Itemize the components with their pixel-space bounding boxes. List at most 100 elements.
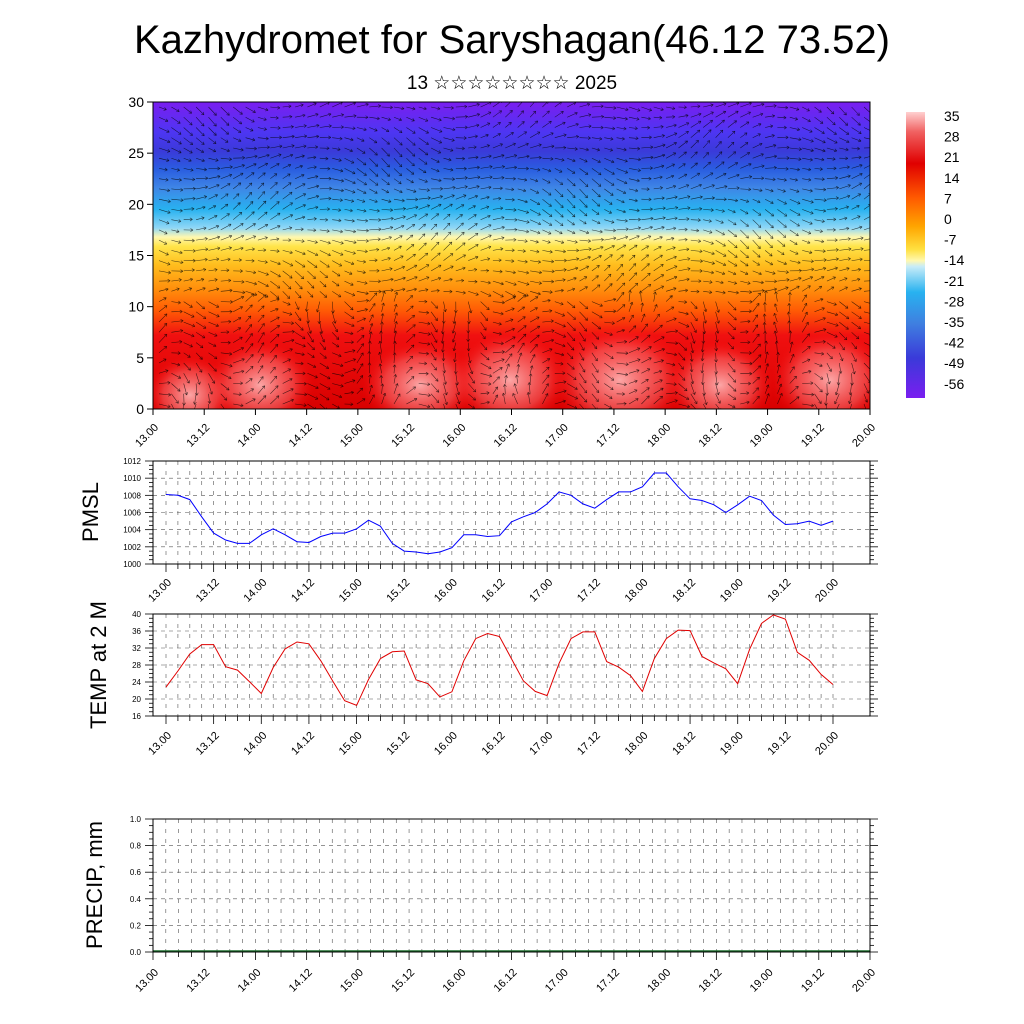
chart-subtitle: 13 ☆☆☆☆☆☆☆☆ 2025: [406, 73, 618, 94]
cross-section-y-tick-label: 20: [128, 196, 144, 212]
precip-x-tick-label: 19.00: [748, 967, 776, 995]
temp-x-tick-label: 13.12: [194, 730, 222, 758]
pmsl-x-tick-label: 14.12: [289, 577, 317, 605]
colorbar-label: -21: [944, 273, 964, 289]
pmsl-y-label: PMSL: [78, 482, 103, 542]
pmsl-x-tick-label: 17.12: [575, 577, 603, 605]
temp-x-tick-label: 14.00: [241, 730, 269, 758]
temp-x-tick-label: 15.12: [384, 730, 412, 758]
temp-y-tick-label: 28: [132, 661, 141, 670]
pmsl-y-tick-label: 1004: [123, 526, 141, 535]
pmsl-grid: [153, 460, 870, 565]
colorbar-label: -56: [944, 376, 964, 392]
temp-y-tick-label: 16: [132, 712, 141, 721]
pmsl-y-tick-label: 1002: [123, 543, 141, 552]
cross-section-x-tick-label: 17.12: [594, 422, 622, 450]
temp-x-tick-label: 16.12: [480, 730, 508, 758]
colorbar-labels: 35 28 21 14 7 0 -7 -14 -21 -28 -35 -42 -49 -56: [944, 108, 964, 392]
pmsl-y-tick-label: 1006: [123, 509, 141, 518]
temp-x-tick-label: 13.00: [146, 730, 174, 758]
temp-y-tick-label: 36: [132, 627, 141, 636]
cross-section-x-tick-label: 14.12: [287, 422, 315, 450]
cross-section-x-tick-label: 18.12: [697, 422, 725, 450]
precip-x-tick-label: 13.00: [133, 967, 161, 995]
pmsl-y-axis: 1000 1002 1004 1006 1008 1010 1012: [123, 457, 878, 569]
cross-section-panel: 0 5 10 15 20 25 30 13.00 13.12 14.00 14.12 15.00 15…: [128, 94, 878, 450]
cross-section-y-tick-label: 10: [128, 299, 144, 315]
colorbar-label: 7: [944, 190, 952, 206]
pmsl-y-tick-label: 1012: [123, 457, 141, 466]
colorbar-ramp: [906, 112, 925, 398]
wind-vectors: [158, 102, 870, 409]
temp-series-line: [165, 614, 834, 707]
cross-section-x-tick-label: 18.00: [645, 422, 673, 450]
temp-x-tick-label: 17.00: [527, 730, 555, 758]
precip-x-tick-label: 18.12: [697, 967, 725, 995]
colorbar-label: -7: [944, 232, 957, 248]
precip-x-tick-label: 13.12: [184, 967, 212, 995]
colorbar: 35 28 21 14 7 0 -7 -14 -21 -28 -35 -42 -49 -56: [906, 108, 964, 398]
pmsl-y-tick-label: 1008: [123, 491, 141, 500]
pmsl-x-tick-label: 20.00: [813, 577, 841, 605]
colorbar-label: 28: [944, 129, 960, 145]
cross-section-x-tick-label: 19.00: [748, 422, 776, 450]
precip-y-tick-label: 0.8: [130, 842, 142, 851]
temp-x-tick-label: 14.12: [289, 730, 317, 758]
pmsl-x-axis: 13.00 13.12 14.00 14.12 15.00 15.12 16.00 16.12…: [146, 564, 841, 605]
cross-section-y-tick-label: 30: [128, 94, 144, 110]
precip-y-label: PRECIP, mm: [82, 821, 107, 949]
precip-x-tick-label: 18.00: [645, 967, 673, 995]
pmsl-x-tick-label: 13.12: [194, 577, 222, 605]
precip-y-tick-label: 0.4: [130, 895, 142, 904]
cross-section-x-tick-label: 19.12: [799, 422, 827, 450]
precip-y-tick-label: 1.0: [130, 815, 142, 824]
temp-y-tick-label: 32: [132, 644, 141, 653]
pmsl-x-tick-label: 15.00: [337, 577, 365, 605]
chart-title: Kazhydromet for Saryshagan(46.12 73.52): [134, 18, 890, 62]
precip-x-tick-label: 16.12: [492, 967, 520, 995]
pmsl-x-tick-label: 16.00: [432, 577, 460, 605]
colorbar-label: 0: [944, 211, 952, 227]
precip-x-tick-label: 15.00: [338, 967, 366, 995]
cross-section-x-tick-label: 16.00: [440, 422, 468, 450]
precip-x-tick-label: 20.00: [850, 967, 878, 995]
pmsl-x-tick-label: 19.12: [766, 577, 794, 605]
colorbar-label: -42: [944, 335, 964, 351]
cross-section-x-tick-label: 14.00: [236, 422, 264, 450]
colorbar-label: -14: [944, 252, 964, 268]
precip-y-tick-label: 0.0: [130, 948, 142, 957]
precip-x-tick-label: 15.12: [389, 967, 417, 995]
warm-cells: [153, 325, 870, 409]
temp-y-label: TEMP at 2 M: [86, 601, 111, 729]
temp-x-tick-label: 18.12: [670, 730, 698, 758]
cross-section-y-tick-label: 25: [128, 145, 144, 161]
precip-x-tick-label: 19.12: [799, 967, 827, 995]
precip-x-tick-label: 17.12: [594, 967, 622, 995]
pmsl-x-tick-label: 18.12: [670, 577, 698, 605]
temp-x-tick-label: 19.12: [766, 730, 794, 758]
precip-y-tick-label: 0.2: [130, 921, 142, 930]
colorbar-label: 14: [944, 170, 960, 186]
cross-section-x-tick-label: 20.00: [850, 422, 878, 450]
precip-x-tick-label: 14.12: [287, 967, 315, 995]
cross-section-y-tick-label: 0: [136, 401, 144, 417]
precip-y-tick-label: 0.6: [130, 868, 142, 877]
precip-panel: 0.0 0.2 0.4 0.6 0.8 1.0 13.00 13.12 14.00 14.12 1…: [82, 815, 878, 995]
pmsl-y-tick-label: 1010: [123, 474, 141, 483]
cross-section-x-axis: 13.00 13.12 14.00 14.12 15.00 15.12 16.00 16.12…: [133, 409, 878, 450]
temp-x-tick-label: 18.00: [623, 730, 651, 758]
precip-x-tick-label: 14.00: [236, 967, 264, 995]
temp-x-tick-label: 20.00: [813, 730, 841, 758]
colorbar-label: -35: [944, 314, 964, 330]
temp-x-tick-label: 19.00: [718, 730, 746, 758]
pmsl-series-line: [165, 472, 834, 555]
colorbar-label: 35: [944, 108, 960, 124]
temp-panel: 16 20 24 28 32 36 40 13.00 13.12 14.00 14.12 15.00…: [86, 601, 878, 758]
cross-section-x-tick-label: 17.00: [543, 422, 571, 450]
temp-y-axis: 16 20 24 28 32 36 40: [132, 610, 878, 721]
temp-x-tick-label: 16.00: [432, 730, 460, 758]
precip-x-tick-label: 16.00: [440, 967, 468, 995]
pmsl-x-tick-label: 18.00: [623, 577, 651, 605]
